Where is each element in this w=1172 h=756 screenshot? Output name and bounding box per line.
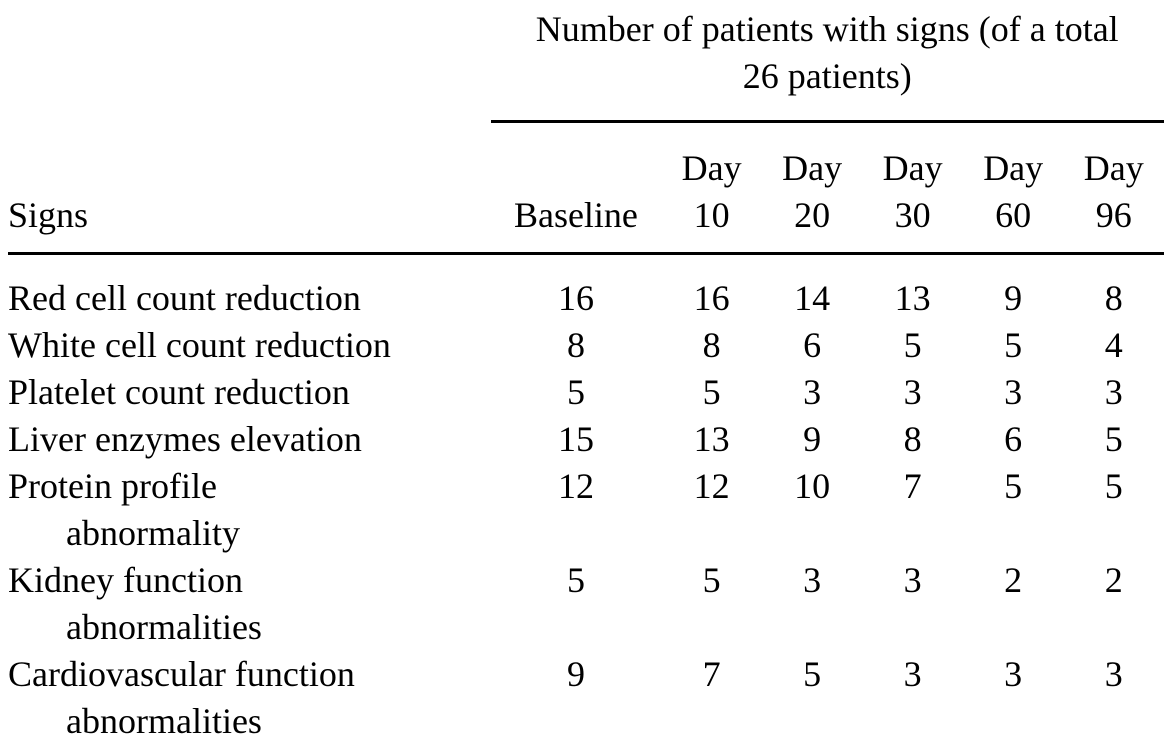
column-header-day-20: Day 20 — [761, 121, 863, 255]
column-header-day-30: Day 30 — [862, 121, 963, 255]
group-header-row: Number of patients with signs (of a tota… — [8, 0, 1164, 123]
value-cell: 5 — [566, 372, 585, 412]
value-cell: 16 — [693, 278, 730, 318]
table-row: White cell count reduction 8 8 6 5 5 4 — [8, 322, 1164, 369]
value-cell: 7 — [702, 654, 721, 694]
sign-cell: Platelet count reduction — [8, 369, 491, 416]
signs-column-header: Signs — [8, 121, 491, 255]
value-cell: 3 — [803, 372, 822, 412]
value-cell: 5 — [702, 372, 721, 412]
value-cell: 10 — [794, 466, 831, 506]
sign-cell: Kidney function abnormalities — [8, 557, 491, 651]
value-cell: 14 — [794, 278, 831, 318]
value-cell: 6 — [803, 325, 822, 365]
column-header-row: Signs Baseline Day 10 Day 20 Day 30 Day … — [8, 121, 1164, 255]
sign-cell: Protein profile abnormality — [8, 463, 491, 557]
sign-line-continuation: abnormalities — [66, 701, 262, 741]
value-cell: 5 — [566, 560, 585, 600]
value-cell: 3 — [1004, 654, 1023, 694]
table-header: Number of patients with signs (of a tota… — [8, 0, 1164, 255]
table-row: Protein profile abnormality 12 12 10 7 5… — [8, 463, 1164, 557]
column-header-day-60: Day 60 — [962, 121, 1064, 255]
value-cell: 5 — [1004, 466, 1023, 506]
value-cell: 7 — [903, 466, 922, 506]
value-cell: 12 — [693, 466, 730, 506]
value-cell: 15 — [557, 419, 594, 459]
value-cell: 8 — [903, 419, 922, 459]
sign-cell: Cardiovascular function abnormalities — [8, 651, 491, 745]
group-header-cell: Number of patients with signs (of a tota… — [490, 0, 1164, 123]
value-cell: 8 — [702, 325, 721, 365]
column-header-day-10: Day 10 — [661, 121, 762, 255]
patients-signs-table: Number of patients with signs (of a tota… — [8, 0, 1164, 745]
sign-cell: Red cell count reduction — [8, 254, 491, 323]
value-cell: 16 — [557, 278, 594, 318]
sign-line: Cardiovascular function — [8, 654, 355, 694]
value-cell: 3 — [903, 560, 922, 600]
value-cell: 5 — [1104, 419, 1123, 459]
value-cell: 5 — [903, 325, 922, 365]
value-cell: 3 — [903, 372, 922, 412]
value-cell: 3 — [1104, 372, 1123, 412]
empty-corner-cell — [8, 0, 491, 122]
table-row: Kidney function abnormalities 5 5 3 3 2 … — [8, 557, 1164, 651]
table-row: Red cell count reduction 16 16 14 13 9 8 — [8, 254, 1164, 323]
table-row: Liver enzymes elevation 15 13 9 8 6 5 — [8, 416, 1164, 463]
value-cell: 4 — [1104, 325, 1123, 365]
value-cell: 8 — [1104, 278, 1123, 318]
value-cell: 9 — [566, 654, 585, 694]
sign-line-continuation: abnormality — [66, 513, 240, 553]
sign-line: Red cell count reduction — [8, 278, 361, 318]
table-row: Cardiovascular function abnormalities 9 … — [8, 651, 1164, 745]
column-header-day-96: Day 96 — [1063, 121, 1164, 255]
value-cell: 2 — [1004, 560, 1023, 600]
sign-cell: Liver enzymes elevation — [8, 416, 491, 463]
sign-line: Liver enzymes elevation — [8, 419, 362, 459]
value-cell: 3 — [1104, 654, 1123, 694]
value-cell: 12 — [557, 466, 594, 506]
value-cell: 5 — [803, 654, 822, 694]
value-cell: 13 — [693, 419, 730, 459]
table-body: Red cell count reduction 16 16 14 13 9 8… — [8, 254, 1164, 746]
value-cell: 5 — [1104, 466, 1123, 506]
column-header-baseline: Baseline — [490, 121, 662, 255]
sign-line: White cell count reduction — [8, 325, 391, 365]
value-cell: 2 — [1104, 560, 1123, 600]
sign-line: Kidney function — [8, 560, 243, 600]
sign-line-continuation: abnormalities — [66, 607, 262, 647]
value-cell: 8 — [566, 325, 585, 365]
value-cell: 3 — [1004, 372, 1023, 412]
value-cell: 9 — [803, 419, 822, 459]
sign-cell: White cell count reduction — [8, 322, 491, 369]
value-cell: 6 — [1004, 419, 1023, 459]
value-cell: 5 — [702, 560, 721, 600]
sign-line: Platelet count reduction — [8, 372, 350, 412]
table-row: Platelet count reduction 5 5 3 3 3 3 — [8, 369, 1164, 416]
sign-line: Protein profile — [8, 466, 217, 506]
value-cell: 3 — [903, 654, 922, 694]
group-header-text: Number of patients with signs (of a tota… — [535, 9, 1119, 96]
value-cell: 3 — [803, 560, 822, 600]
value-cell: 13 — [894, 278, 931, 318]
value-cell: 5 — [1004, 325, 1023, 365]
value-cell: 9 — [1004, 278, 1023, 318]
